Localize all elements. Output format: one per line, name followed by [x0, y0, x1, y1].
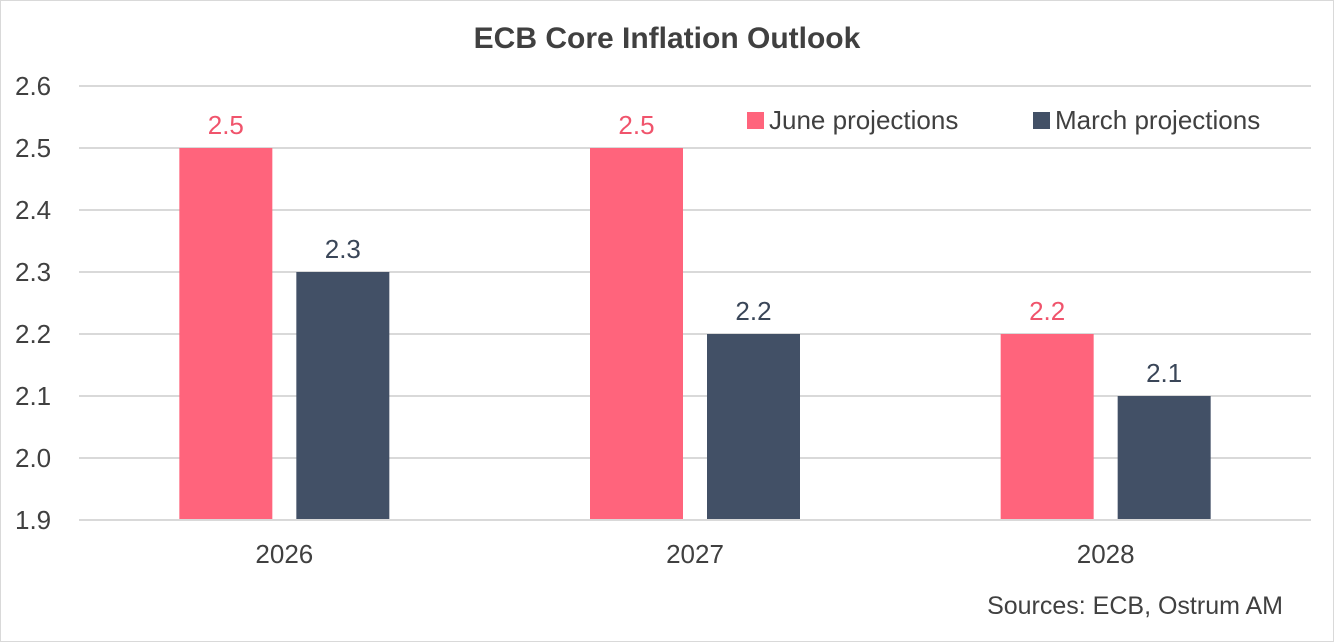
bar-june-2028: [1000, 334, 1094, 520]
y-tick-label: 2.5: [15, 133, 51, 163]
data-label: 2.3: [325, 234, 361, 264]
x-tick-label: 2026: [255, 539, 313, 569]
data-label: 2.5: [618, 110, 654, 140]
gridlines: [79, 85, 1311, 521]
data-labels: 2.5 2.3 2.5 2.2 2.2 2.1: [208, 110, 1182, 388]
y-tick-label: 2.0: [15, 443, 51, 473]
data-label: 2.2: [735, 296, 771, 326]
bar-june-2026: [179, 148, 273, 520]
y-tick-label: 2.6: [15, 71, 51, 101]
y-tick-label: 2.3: [15, 257, 51, 287]
legend: June projections March projections: [747, 105, 1260, 135]
source-note: Sources: ECB, Ostrum AM: [987, 592, 1283, 620]
legend-swatch: [747, 112, 764, 129]
y-tick-label: 2.1: [15, 381, 51, 411]
chart-title: ECB Core Inflation Outlook: [474, 22, 861, 55]
y-tick-label: 1.9: [15, 505, 51, 535]
legend-label: June projections: [769, 105, 958, 135]
data-label: 2.2: [1029, 296, 1065, 326]
y-tick-label: 2.2: [15, 319, 51, 349]
x-axis: 2026 2027 2028: [79, 519, 1311, 569]
x-tick-label: 2027: [666, 539, 724, 569]
y-axis: 1.9 2.0 2.1 2.2 2.3 2.4 2.5 2.6: [15, 71, 51, 535]
legend-label: March projections: [1055, 105, 1260, 135]
bar-june-2027: [590, 148, 683, 520]
bar-march-2028: [1117, 396, 1211, 520]
bar-march-2027: [707, 334, 800, 520]
bar-march-2026: [296, 272, 390, 520]
data-label: 2.1: [1146, 358, 1182, 388]
data-label: 2.5: [208, 110, 244, 140]
legend-swatch: [1033, 112, 1050, 129]
bars: [179, 148, 1211, 520]
y-tick-label: 2.4: [15, 195, 51, 225]
x-tick-label: 2028: [1077, 539, 1135, 569]
